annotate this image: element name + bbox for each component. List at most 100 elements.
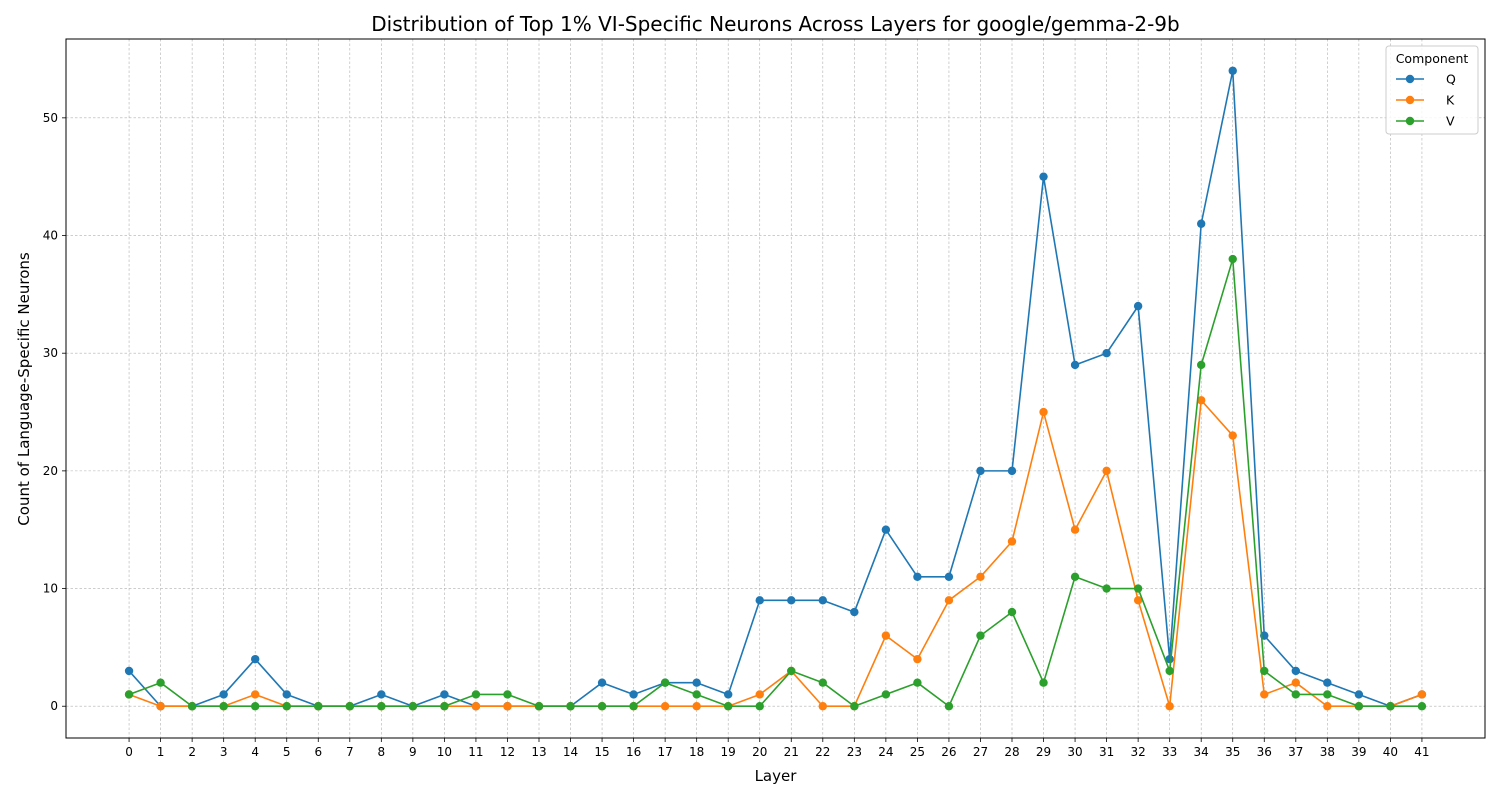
plot-area xyxy=(65,38,1486,739)
data-point xyxy=(1070,360,1080,370)
data-point xyxy=(1102,584,1111,593)
data-point xyxy=(1102,466,1111,476)
data-point xyxy=(881,690,891,699)
series-q xyxy=(124,66,1427,711)
x-tick-label: 12 xyxy=(500,745,515,759)
y-tick-label: 50 xyxy=(43,111,58,125)
data-point xyxy=(1228,66,1237,75)
data-point xyxy=(1228,431,1237,440)
data-point xyxy=(1165,666,1174,676)
legend-title: Component xyxy=(1396,51,1469,66)
data-point xyxy=(503,690,512,699)
data-point xyxy=(818,678,827,687)
data-point xyxy=(724,690,733,699)
data-point xyxy=(1039,678,1048,687)
x-tick-label: 3 xyxy=(220,745,228,759)
data-point xyxy=(1323,702,1332,711)
legend-marker xyxy=(1405,95,1415,105)
series-v xyxy=(124,254,1427,711)
data-point xyxy=(1133,584,1143,593)
x-tick-label: 14 xyxy=(563,745,578,759)
data-point xyxy=(471,690,481,699)
x-tick-label: 38 xyxy=(1320,745,1335,759)
x-tick-label: 8 xyxy=(378,745,386,759)
x-tick-label: 2 xyxy=(188,745,196,759)
x-tick-label: 13 xyxy=(531,745,546,759)
legend-marker xyxy=(1405,74,1415,84)
data-point xyxy=(1133,301,1143,311)
legend-entry-q: Q xyxy=(1396,72,1456,87)
x-tick-label: 27 xyxy=(973,745,988,759)
data-point xyxy=(1039,407,1048,417)
legend-box xyxy=(1385,45,1479,135)
data-point xyxy=(976,572,985,581)
data-point xyxy=(440,690,449,699)
data-point xyxy=(1133,596,1143,605)
data-point xyxy=(692,690,701,699)
x-tick-label: 0 xyxy=(125,745,133,759)
data-point xyxy=(1417,690,1427,699)
data-point xyxy=(1197,360,1206,370)
x-tick-label: 4 xyxy=(251,745,259,759)
data-point xyxy=(724,702,733,711)
data-point xyxy=(282,690,291,699)
data-point xyxy=(1228,254,1237,264)
data-point xyxy=(377,690,386,699)
data-point xyxy=(566,702,575,711)
data-point xyxy=(1291,678,1301,687)
data-point xyxy=(1260,690,1269,699)
x-tick-label: 28 xyxy=(1004,745,1019,759)
legend: Component QKV xyxy=(1385,45,1479,135)
data-point xyxy=(818,702,827,711)
x-axis: 0 1 2 3 4 5 6 7 8 9 10 11 12 13 14 15 16 17 18 19 20 21 22 23 24… xyxy=(125,738,1430,759)
data-point xyxy=(219,690,228,699)
data-point xyxy=(1291,666,1301,676)
legend-marker xyxy=(1405,116,1415,126)
data-point xyxy=(976,466,985,476)
data-point xyxy=(251,654,260,664)
x-tick-label: 35 xyxy=(1225,745,1240,759)
data-point xyxy=(187,702,197,711)
data-point xyxy=(471,702,481,711)
series-line-k xyxy=(128,399,1423,708)
x-tick-label: 29 xyxy=(1036,745,1051,759)
data-point xyxy=(534,702,544,711)
x-tick-label: 7 xyxy=(346,745,354,759)
x-tick-label: 17 xyxy=(657,745,672,759)
x-axis-label: Layer xyxy=(755,767,798,785)
x-tick-label: 21 xyxy=(784,745,799,759)
data-point xyxy=(124,690,134,699)
data-point xyxy=(1007,607,1017,617)
x-tick-label: 33 xyxy=(1162,745,1177,759)
data-point xyxy=(1291,690,1301,699)
x-tick-label: 25 xyxy=(910,745,925,759)
x-tick-label: 18 xyxy=(689,745,704,759)
data-point xyxy=(1070,572,1080,581)
data-point xyxy=(1165,702,1174,711)
data-point xyxy=(156,678,165,687)
x-tick-label: 34 xyxy=(1194,745,1209,759)
data-point xyxy=(345,702,354,711)
data-point xyxy=(881,631,891,640)
x-tick-label: 9 xyxy=(409,745,417,759)
data-point xyxy=(408,702,418,711)
data-point xyxy=(629,702,638,711)
data-point xyxy=(1323,690,1332,699)
series-line-v xyxy=(128,258,1422,708)
y-tick-label: 10 xyxy=(43,582,58,596)
legend-entry-k: K xyxy=(1396,93,1455,108)
x-tick-label: 40 xyxy=(1383,745,1398,759)
y-axis: 0 10 20 30 40 50 xyxy=(43,111,66,713)
data-point xyxy=(377,702,386,711)
x-tick-label: 20 xyxy=(752,745,767,759)
x-tick-label: 6 xyxy=(314,745,322,759)
data-point xyxy=(503,702,512,711)
y-tick-label: 40 xyxy=(43,229,58,243)
data-point xyxy=(944,572,954,581)
x-tick-label: 5 xyxy=(283,745,291,759)
data-point xyxy=(755,596,764,605)
data-point xyxy=(1354,702,1364,711)
data-point xyxy=(629,690,638,699)
data-point xyxy=(1197,219,1206,228)
